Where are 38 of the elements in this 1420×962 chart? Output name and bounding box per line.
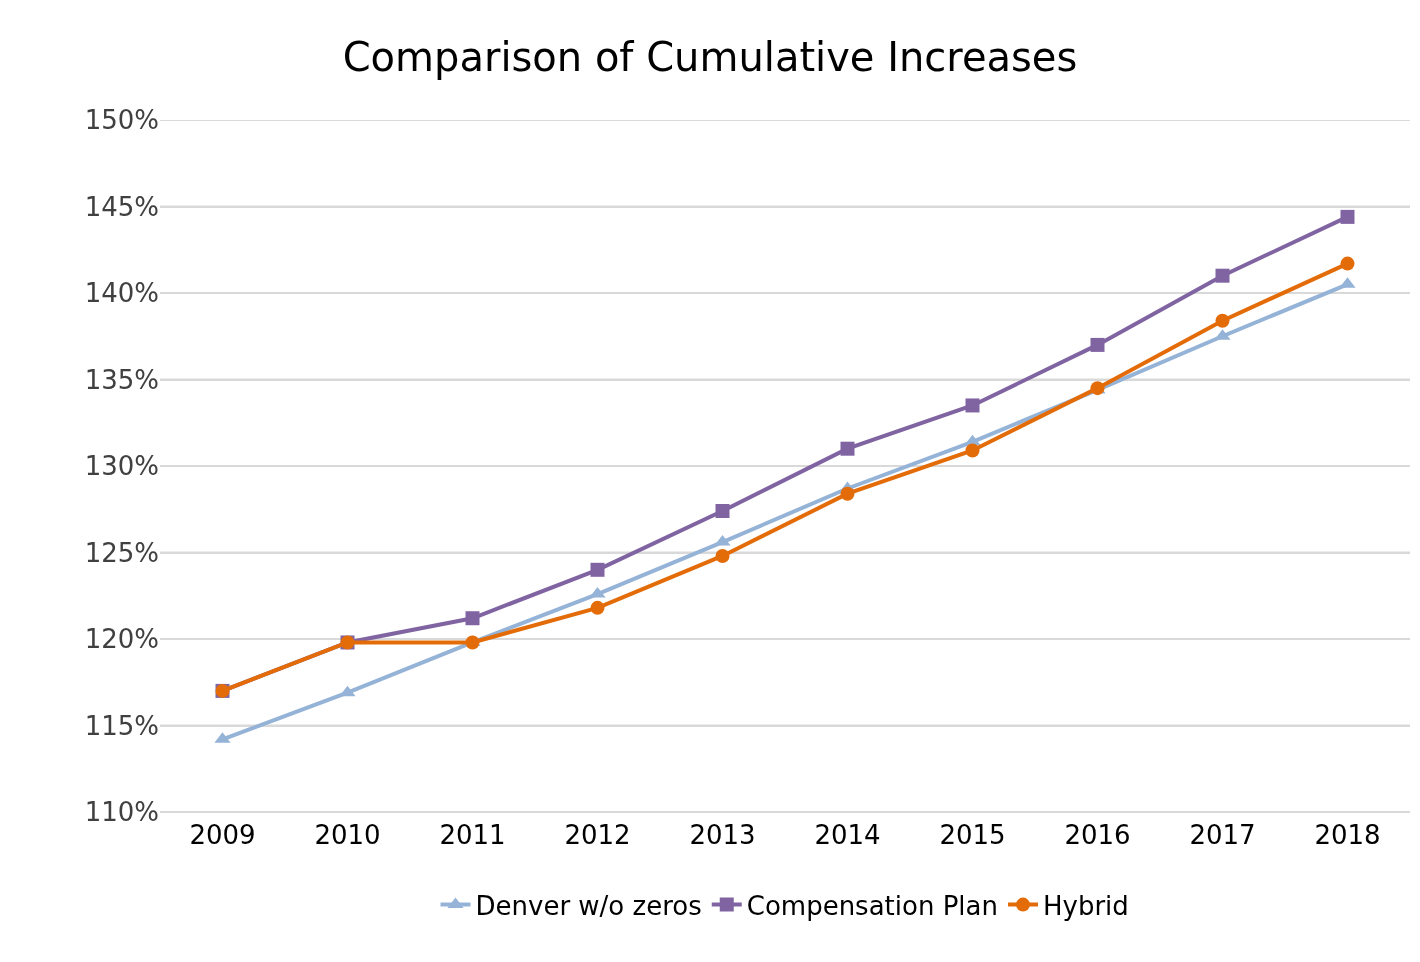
x-tick-label: 2009 [189,820,256,851]
y-tick-label: 130% [84,451,159,482]
x-tick-label: 2015 [939,820,1006,851]
chart-title: Comparison of Cumulative Increases [342,34,1078,81]
x-tick-label: 2012 [564,820,631,851]
legend-label: Compensation Plan [746,890,998,921]
x-tick-label: 2016 [1064,820,1131,851]
y-tick-label: 145% [84,191,159,222]
point [715,548,730,563]
y-tick-label: 150% [84,105,159,136]
y-tick-label: 110% [84,797,159,828]
point [1215,268,1230,283]
point [840,486,855,501]
legend-label: Hybrid [1042,890,1129,921]
y-tick-label: 115% [84,710,159,741]
point [1340,256,1355,271]
point [840,441,855,456]
y-tick-label: 135% [84,364,159,395]
point [715,503,730,518]
x-tick-label: 2013 [689,820,756,851]
point [590,600,605,615]
y-tick-label: 140% [84,278,159,309]
x-tick-label: 2010 [314,820,381,851]
y-tick-label: 120% [84,624,159,655]
point [965,443,980,458]
x-tick-label: 2011 [439,820,506,851]
point [1090,337,1105,352]
point [1340,209,1355,224]
x-tick-label: 2018 [1314,820,1381,851]
legend-label: Denver w/o zeros [475,890,702,921]
x-tick-label: 2017 [1189,820,1256,851]
point [1215,313,1230,328]
point [465,635,480,650]
point [590,562,605,577]
point [465,611,480,626]
x-tick-label: 2014 [814,820,881,851]
point [965,398,980,413]
y-tick-label: 125% [84,537,159,568]
